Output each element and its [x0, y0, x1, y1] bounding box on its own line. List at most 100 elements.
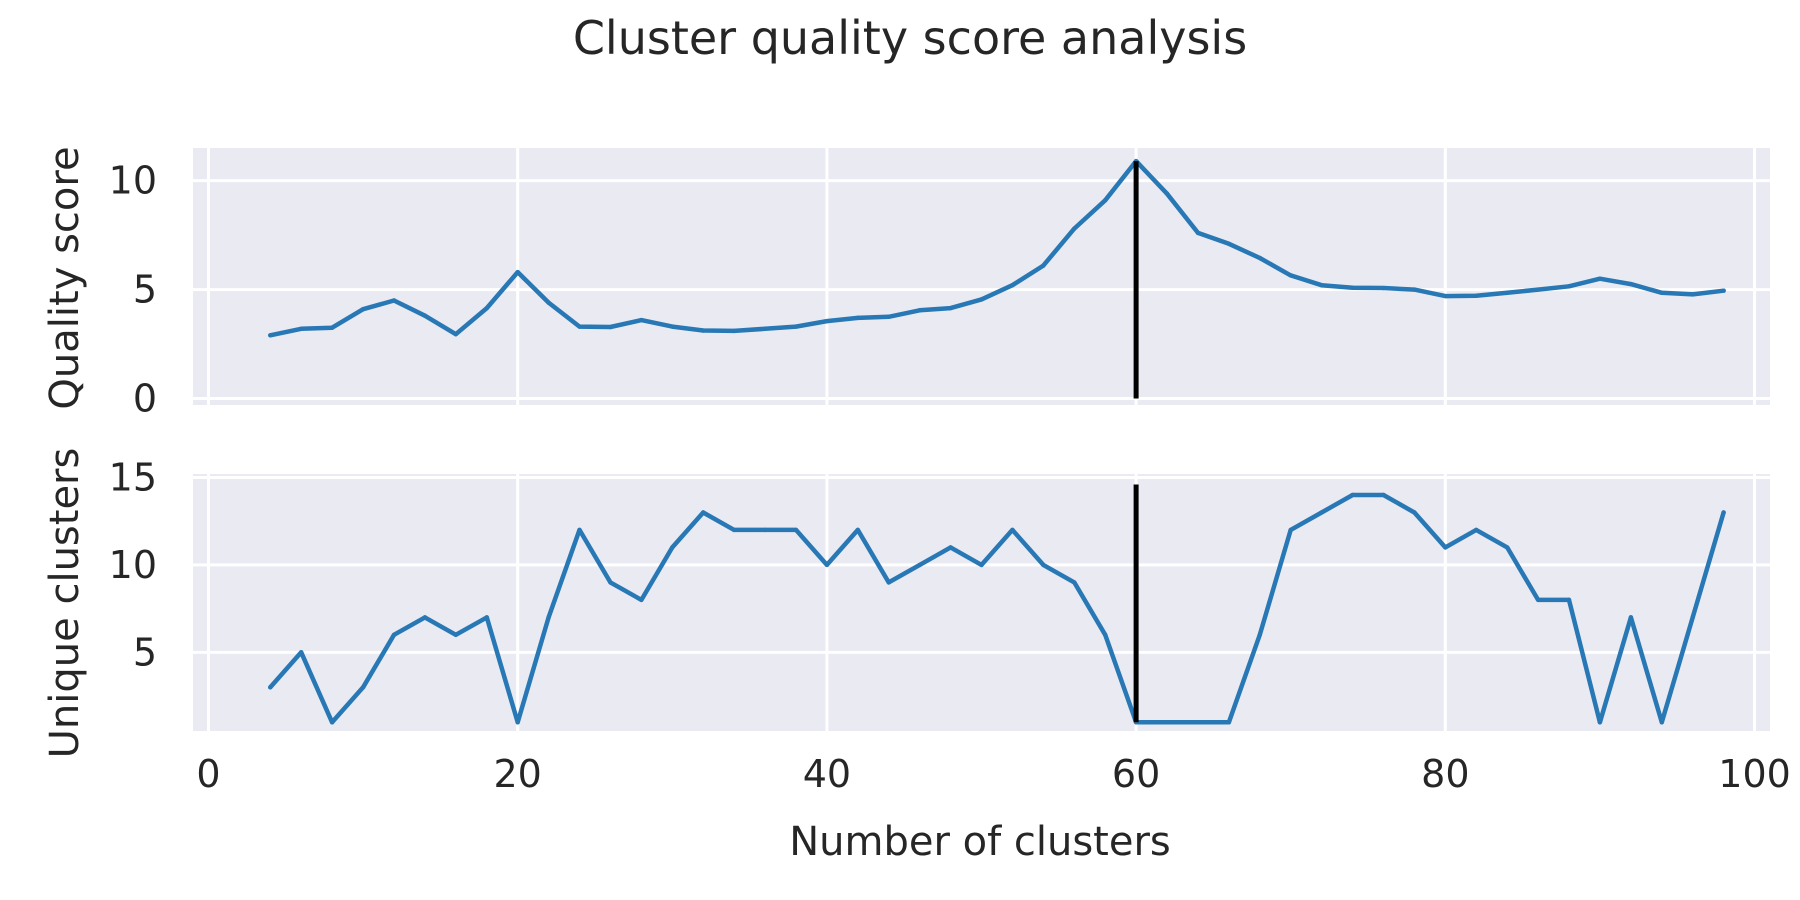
data-point	[1597, 720, 1603, 725]
data-point	[948, 305, 953, 311]
data-point	[1690, 615, 1695, 620]
data-point	[1381, 285, 1386, 291]
data-point	[1195, 230, 1201, 236]
data-point	[1721, 288, 1726, 293]
y-tick-label: 0	[133, 376, 157, 420]
y-axis-label-unique: Unique clusters	[42, 448, 88, 759]
data-point	[422, 615, 428, 620]
data-point	[1628, 281, 1634, 287]
data-point	[1350, 492, 1355, 498]
data-point	[1288, 527, 1293, 533]
y-axis-label-quality: Quality score	[42, 146, 88, 409]
x-axis-label: Number of clusters	[789, 819, 1171, 865]
data-point	[1072, 226, 1077, 231]
data-point	[1226, 720, 1232, 725]
data-point	[1690, 292, 1695, 297]
data-point	[670, 545, 675, 550]
data-point	[1474, 293, 1479, 298]
data-point	[329, 325, 335, 330]
data-point	[546, 615, 551, 620]
data-point	[1072, 580, 1077, 585]
data-point	[1164, 191, 1170, 196]
data-point	[453, 332, 459, 337]
data-point	[1102, 198, 1108, 203]
data-point	[1041, 263, 1046, 268]
y-tick-label: 15	[109, 455, 157, 499]
y-tick-label: 5	[133, 630, 157, 674]
data-point	[793, 527, 799, 533]
data-point	[577, 527, 582, 533]
data-point	[299, 326, 304, 331]
data-point	[1566, 284, 1572, 289]
data-point	[1288, 273, 1293, 278]
data-point	[731, 328, 737, 334]
data-point	[917, 562, 922, 568]
data-point	[1350, 285, 1355, 291]
series-line	[268, 492, 1726, 725]
data-point	[515, 720, 520, 725]
data-point	[793, 324, 799, 329]
data-point	[855, 315, 861, 321]
data-point	[608, 324, 613, 330]
data-point	[1659, 290, 1664, 296]
data-point	[1504, 545, 1510, 550]
data-point	[639, 317, 644, 323]
data-point	[670, 324, 675, 329]
data-point	[1412, 510, 1417, 515]
data-point	[1041, 562, 1046, 568]
data-point	[1381, 492, 1386, 498]
plot-background	[193, 474, 1770, 731]
data-point	[917, 308, 922, 313]
data-point	[1659, 720, 1664, 725]
chart-title: Cluster quality score analysis	[573, 11, 1247, 65]
data-point	[608, 580, 613, 585]
data-point	[1319, 283, 1324, 288]
unique-clusters-panel: 5 10 15 0 20 40 60 80 100	[109, 455, 1791, 796]
data-point	[1010, 527, 1015, 533]
data-point	[979, 562, 984, 568]
y-tick-label: 10	[109, 159, 157, 203]
data-point	[886, 580, 891, 585]
data-point	[1195, 720, 1201, 725]
data-point	[979, 297, 984, 302]
data-point	[1535, 597, 1541, 603]
data-point	[1164, 720, 1170, 725]
x-tick-label: 80	[1421, 752, 1469, 796]
x-tick-label: 60	[1112, 752, 1160, 796]
data-point	[577, 324, 582, 329]
data-point	[1226, 241, 1232, 247]
y-tick-label: 5	[133, 268, 157, 312]
data-point	[329, 720, 335, 725]
x-tick-label: 0	[196, 752, 220, 796]
data-point	[1474, 527, 1479, 533]
data-point	[1257, 255, 1262, 261]
data-point	[1443, 545, 1448, 550]
data-point	[1443, 293, 1448, 299]
y-tick-label: 10	[109, 543, 157, 587]
data-point	[1102, 632, 1108, 638]
data-point	[824, 562, 830, 568]
data-point	[1504, 290, 1510, 296]
data-point	[762, 527, 768, 533]
data-point	[1566, 597, 1572, 603]
data-point	[731, 527, 737, 533]
data-point	[360, 306, 366, 312]
data-point	[546, 300, 551, 305]
data-point	[422, 313, 428, 318]
data-point	[268, 685, 273, 690]
data-point	[1535, 287, 1541, 292]
data-point	[1412, 287, 1417, 292]
data-point	[701, 510, 706, 515]
x-tick-label: 100	[1718, 752, 1791, 796]
data-point	[1257, 632, 1262, 638]
x-tick-label: 40	[803, 752, 851, 796]
data-point	[299, 650, 304, 655]
data-point	[639, 597, 644, 603]
data-point	[701, 328, 706, 333]
data-point	[1721, 510, 1726, 515]
data-point	[762, 326, 768, 331]
data-point	[1628, 615, 1634, 620]
data-point	[360, 685, 366, 690]
quality-score-panel: 0 5 10	[109, 148, 1770, 420]
